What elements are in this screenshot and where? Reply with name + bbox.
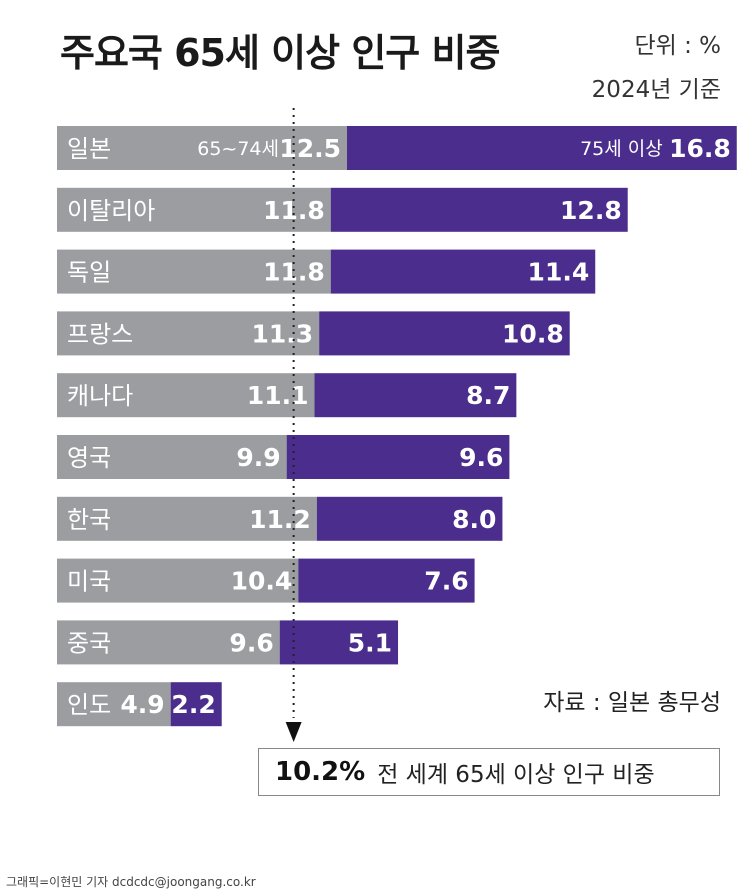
- bar-75-plus: [279, 620, 399, 665]
- bar-65-74: [57, 311, 320, 356]
- world-average-label: 전 세계 65세 이상 인구 비중: [377, 762, 655, 788]
- country-label: 이탈리아: [67, 197, 155, 225]
- value-label-75-plus: 10.8: [502, 319, 564, 348]
- bar-65-74: [57, 187, 331, 232]
- country-label: 중국: [67, 629, 111, 657]
- bar-65-74: [57, 373, 315, 418]
- value-label-75-plus: 12.8: [560, 196, 622, 225]
- country-label: 영국: [67, 444, 111, 472]
- value-label-65-74: 11.3: [251, 319, 313, 348]
- country-label: 미국: [67, 568, 111, 596]
- unit-label: 단위 : %: [634, 33, 721, 59]
- value-label-65-74: 11.1: [247, 381, 309, 410]
- value-label-75-plus: 8.0: [452, 505, 496, 534]
- value-label-75-plus: 2.2: [171, 690, 215, 719]
- value-label-65-74: 9.9: [236, 443, 280, 472]
- country-label: 캐나다: [67, 382, 133, 410]
- basis-label: 2024년 기준: [591, 77, 721, 103]
- legend-65-74: 65~74세: [197, 138, 279, 160]
- value-label-65-74: 11.2: [249, 505, 311, 534]
- country-label: 일본: [67, 135, 111, 163]
- bar-75-plus: [170, 682, 222, 727]
- value-label-75-plus: 8.7: [466, 381, 510, 410]
- bar-75-plus: [347, 126, 737, 170]
- bar-65-74: [57, 558, 299, 603]
- world-average-box: 10.2% 전 세계 65세 이상 인구 비중: [258, 748, 720, 796]
- bar-75-plus: [286, 435, 510, 479]
- value-label-65-74: 12.5: [279, 134, 341, 163]
- world-average-value: 10.2%: [275, 757, 366, 787]
- country-label: 인도: [67, 691, 111, 719]
- legend-75-plus: 75세 이상: [580, 138, 663, 160]
- country-label: 한국: [67, 506, 111, 534]
- bar-75-plus: [314, 373, 517, 418]
- value-label-65-74: 9.6: [229, 628, 273, 657]
- bar-75-plus: [316, 496, 503, 541]
- bar-75-plus: [330, 249, 596, 294]
- value-label-75-plus: 7.6: [424, 567, 468, 596]
- country-label: 독일: [67, 259, 111, 287]
- value-label-65-74: 11.8: [263, 258, 325, 287]
- value-label-75-plus: 5.1: [348, 628, 392, 657]
- bar-65-74: [57, 249, 331, 294]
- bar-65-74: [57, 435, 287, 479]
- credit-label: 그래픽=이현민 기자 dcdcdc@joongang.co.kr: [6, 875, 256, 889]
- value-label-65-74: 4.9: [120, 690, 164, 719]
- chart-title: 주요국 65세 이상 인구 비중: [60, 31, 500, 75]
- bar-75-plus: [319, 311, 570, 356]
- country-label: 프랑스: [67, 320, 133, 348]
- value-label-75-plus: 9.6: [459, 443, 503, 472]
- source-label: 자료 : 일본 총무성: [543, 690, 721, 716]
- value-label-75-plus: 16.8: [669, 134, 731, 163]
- reference-arrow: [285, 722, 302, 742]
- bar-65-74: [57, 496, 317, 541]
- bar-65-74: [57, 620, 280, 665]
- value-label-75-plus: 11.4: [528, 258, 590, 287]
- bar-65-74: [57, 126, 347, 170]
- bar-65-74: [57, 682, 171, 727]
- bar-75-plus: [298, 558, 475, 603]
- value-label-65-74: 10.4: [231, 567, 293, 596]
- bar-75-plus: [330, 187, 628, 232]
